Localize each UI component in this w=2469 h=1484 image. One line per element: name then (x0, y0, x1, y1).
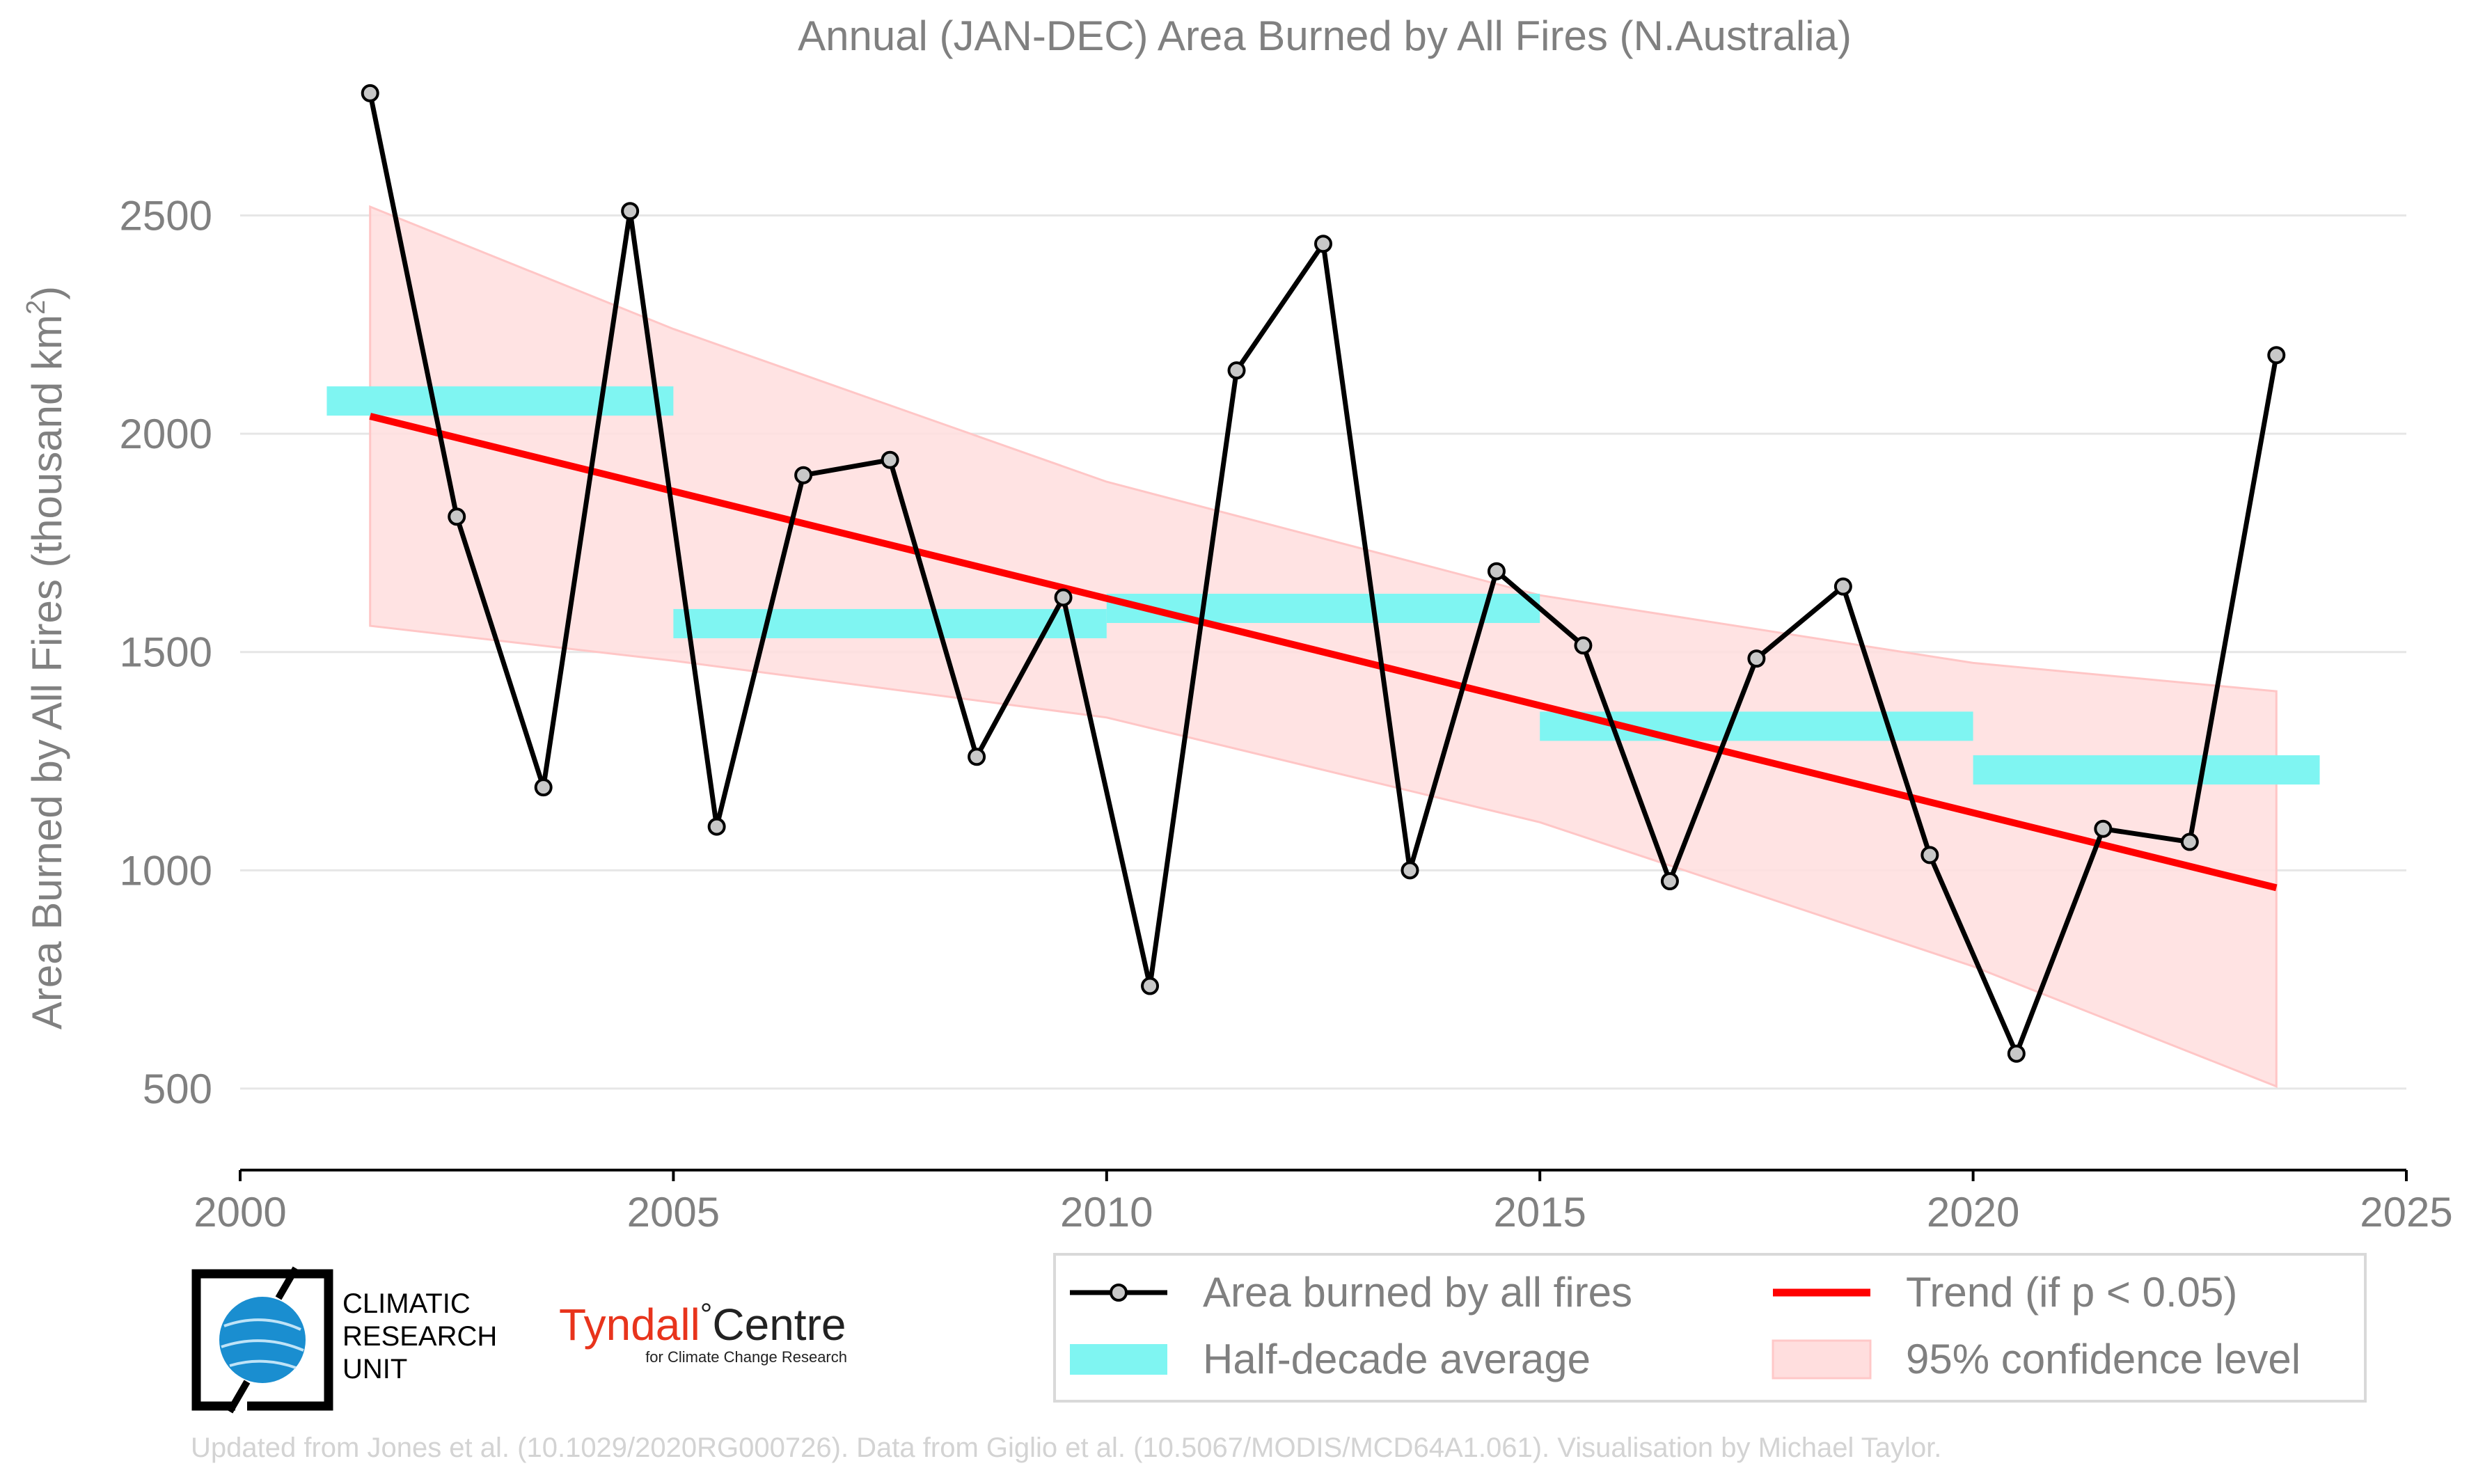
half-decade-bar-1 (326, 386, 674, 416)
globe-icon-contour (221, 1318, 304, 1369)
y-axis-label-main: Area Burned by All Fires (thousand km (24, 315, 70, 1029)
cru-logo-line-3: UNIT (342, 1354, 407, 1384)
y-tick-label-500: 500 (143, 1066, 212, 1112)
x-tick-label-2020: 2020 (1927, 1189, 2019, 1236)
confidence-band (369, 205, 2278, 1088)
confidence-band-area (369, 205, 2278, 1088)
half-decade-bar-5 (1973, 755, 2320, 785)
tyndall-logo-main: Tyndall (559, 1300, 700, 1350)
legend-label-trend: Trend (if p < 0.05) (1906, 1269, 2237, 1316)
half-decade-bar-4 (1540, 711, 1973, 741)
data-point-2010 (1141, 977, 1160, 995)
chart-title: Annual (JAN-DEC) Area Burned by All Fire… (798, 13, 1852, 59)
data-point-2006 (794, 466, 813, 484)
data-point-2012 (1314, 235, 1332, 253)
x-tick-label-2005: 2005 (627, 1189, 720, 1236)
cru-logo-slash (275, 1266, 299, 1300)
y-tick-label-1500: 1500 (120, 629, 212, 676)
y-tick-label-2000: 2000 (120, 411, 212, 457)
y-axis-label: Area Burned by All Fires (thousand km2) (22, 286, 70, 1029)
legend-confidence-swatch (1772, 1339, 1872, 1380)
y-tick-label-2500: 2500 (120, 193, 212, 239)
data-point-2021 (2094, 819, 2113, 838)
data-point-2015 (1574, 636, 1593, 655)
data-point-2004 (621, 202, 640, 221)
cru-logo-frame-right (247, 1269, 333, 1411)
y-tick-label-1000: 1000 (120, 847, 212, 894)
data-point-2014 (1487, 562, 1506, 581)
y-axis-label-superscript: 2 (22, 300, 51, 315)
area-burned-series (361, 84, 2286, 1063)
x-tick-label-2010: 2010 (1060, 1189, 1153, 1236)
half-decade-bar-3 (1106, 594, 1540, 623)
legend-box (1053, 1253, 2367, 1403)
trend-line-segment (369, 413, 2278, 892)
half-decade-bars (326, 386, 2320, 785)
tyndall-logo-name: Tyndall°Centre (559, 1297, 846, 1350)
data-point-2002 (448, 507, 466, 526)
data-point-2013 (1401, 861, 1419, 880)
data-point-2003 (534, 778, 553, 797)
data-point-2016 (1660, 872, 1679, 890)
data-point-2018 (1833, 577, 1852, 596)
legend: Area burned by all fires Half-decade ave… (1053, 1253, 2367, 1403)
data-point-2011 (1227, 361, 1246, 380)
legend-label-series: Area burned by all fires (1203, 1269, 1632, 1316)
data-point-2001 (361, 84, 379, 102)
cru-logo-line-1: CLIMATIC (342, 1288, 471, 1319)
cru-logo-slash-bottom (226, 1380, 251, 1414)
data-point-2022 (2180, 832, 2199, 851)
legend-series-marker (1110, 1284, 1128, 1302)
legend-half-decade-swatch (1070, 1344, 1167, 1375)
x-ticks: 2000 2005 2010 2015 2020 2025 (194, 1170, 2453, 1236)
data-point-2020 (2007, 1044, 2026, 1063)
data-point-2005 (707, 817, 726, 836)
cru-logo: CLIMATIC RESEARCH UNIT (191, 1266, 497, 1414)
x-tick-label-2025: 2025 (2360, 1189, 2452, 1236)
data-point-2007 (881, 450, 899, 469)
data-point-2008 (968, 748, 986, 766)
data-point-2019 (1920, 846, 1939, 865)
y-axis-label-end: ) (24, 286, 70, 300)
tyndall-logo-centre: Centre (712, 1300, 846, 1350)
trend-line (369, 413, 2278, 892)
data-point-2023 (2267, 346, 2286, 365)
legend-label-confidence: 95% confidence level (1906, 1336, 2301, 1382)
tyndall-logo-subtitle: for Climate Change Research (645, 1348, 847, 1366)
tyndall-logo: Tyndall°Centre for Climate Change Resear… (559, 1297, 847, 1366)
cru-logo-frame (191, 1269, 289, 1411)
footer-credits: Updated from Jones et al. (10.1029/2020R… (191, 1432, 1941, 1463)
tyndall-logo-degree: ° (700, 1297, 713, 1332)
cru-logo-line-2: RESEARCH (342, 1321, 497, 1352)
y-tick-labels: 500 1000 1500 2000 2500 (120, 193, 212, 1112)
half-decade-bar-2 (673, 608, 1107, 638)
data-point-2009 (1054, 588, 1073, 607)
x-tick-label-2000: 2000 (194, 1189, 286, 1236)
x-tick-label-2015: 2015 (1493, 1189, 1586, 1236)
legend-label-half-decade: Half-decade average (1203, 1336, 1591, 1382)
data-point-2017 (1747, 649, 1766, 668)
